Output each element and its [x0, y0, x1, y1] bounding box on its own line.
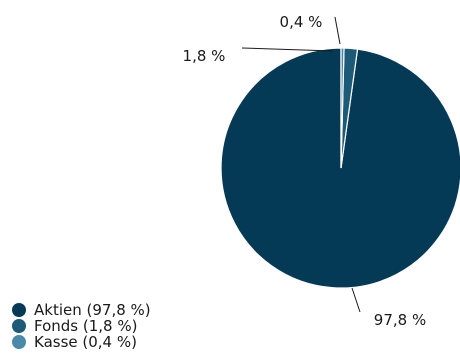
legend: Aktien (97,8 %) Fonds (1,8 %) Kasse (0,4…: [12, 302, 212, 350]
data-label-aktien: 97,8 %: [374, 311, 426, 329]
legend-item-aktien: Aktien (97,8 %): [12, 302, 212, 318]
data-label-kasse: 0,4 %: [280, 13, 323, 31]
legend-swatch-aktien: [12, 303, 26, 317]
legend-item-kasse: Kasse (0,4 %): [12, 334, 212, 350]
legend-swatch-kasse: [12, 335, 26, 349]
legend-label-kasse: Kasse (0,4 %): [34, 333, 137, 351]
legend-label-fonds: Fonds (1,8 %): [34, 317, 138, 335]
leader-line-fonds: [241, 47, 334, 52]
leader-line-aktien: [351, 287, 361, 313]
data-label-fonds: 1,8 %: [183, 47, 226, 65]
legend-label-aktien: Aktien (97,8 %): [34, 301, 151, 319]
legend-item-fonds: Fonds (1,8 %): [12, 318, 212, 334]
legend-swatch-fonds: [12, 319, 26, 333]
pie-slice-kasse: [340, 47, 345, 169]
leader-line-kasse: [334, 16, 341, 45]
